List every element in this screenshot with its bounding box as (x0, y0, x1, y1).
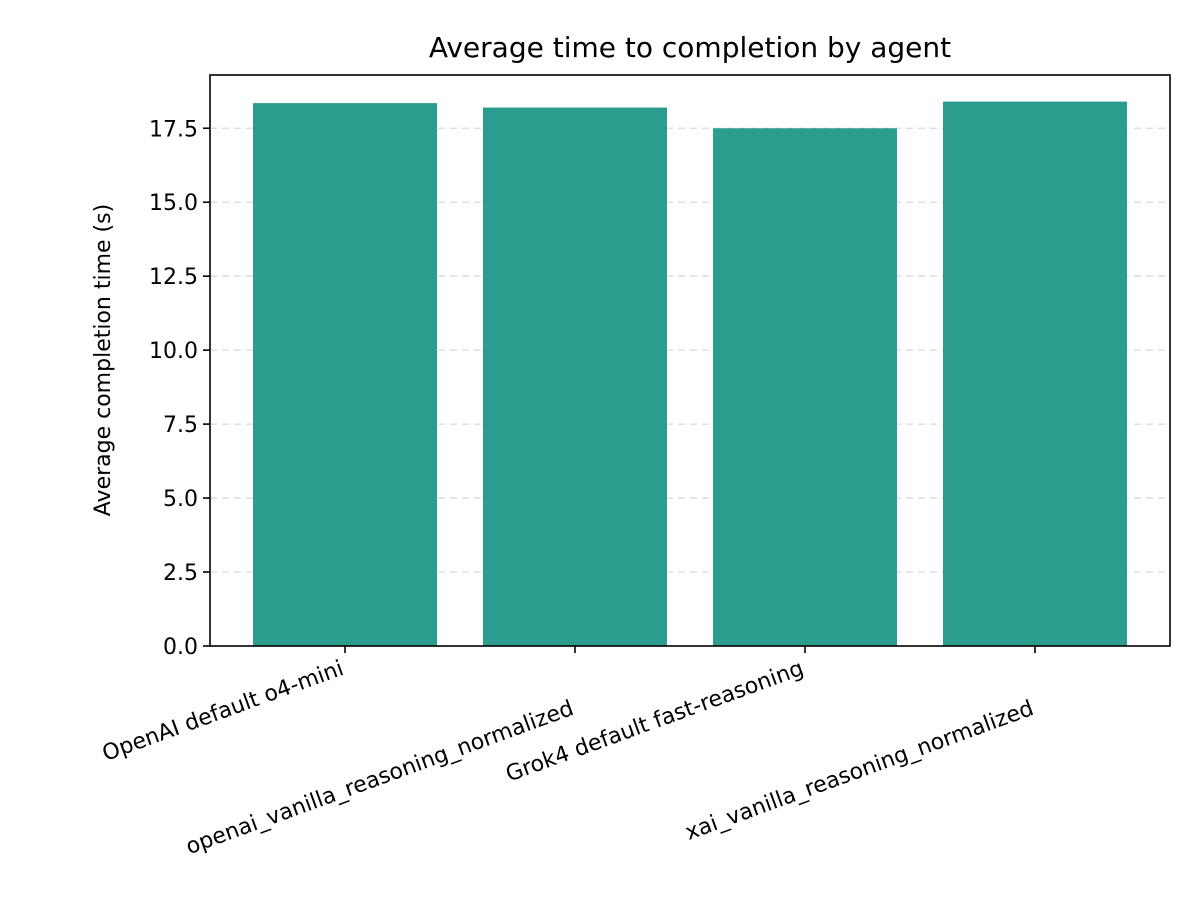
y-tick-label: 12.5 (149, 265, 198, 290)
chart-title: Average time to completion by agent (429, 31, 951, 64)
x-axis: OpenAI default o4-miniopenai_vanilla_rea… (99, 646, 1037, 860)
bar-layer (253, 101, 1127, 647)
x-tick-label: OpenAI default o4-mini (99, 656, 347, 767)
y-tick-label: 15.0 (149, 191, 198, 216)
y-tick-label: 7.5 (163, 413, 198, 438)
y-tick-label: 10.0 (149, 339, 198, 364)
y-tick-label: 0.0 (163, 635, 198, 660)
bar (713, 128, 897, 646)
x-tick-label: xai_vanilla_reasoning_normalized (682, 696, 1037, 846)
y-tick-label: 17.5 (149, 117, 198, 142)
y-tick-label: 2.5 (163, 561, 198, 586)
y-axis-label: Average completion time (s) (91, 204, 116, 516)
bar (943, 101, 1127, 646)
y-axis: 0.0 2.5 5.0 7.5 10.0 12.5 15.0 17.5 (149, 117, 210, 660)
plot-frame (209, 74, 1171, 647)
bar (253, 103, 437, 647)
bar (483, 107, 667, 646)
y-tick-label: 5.0 (163, 487, 198, 512)
